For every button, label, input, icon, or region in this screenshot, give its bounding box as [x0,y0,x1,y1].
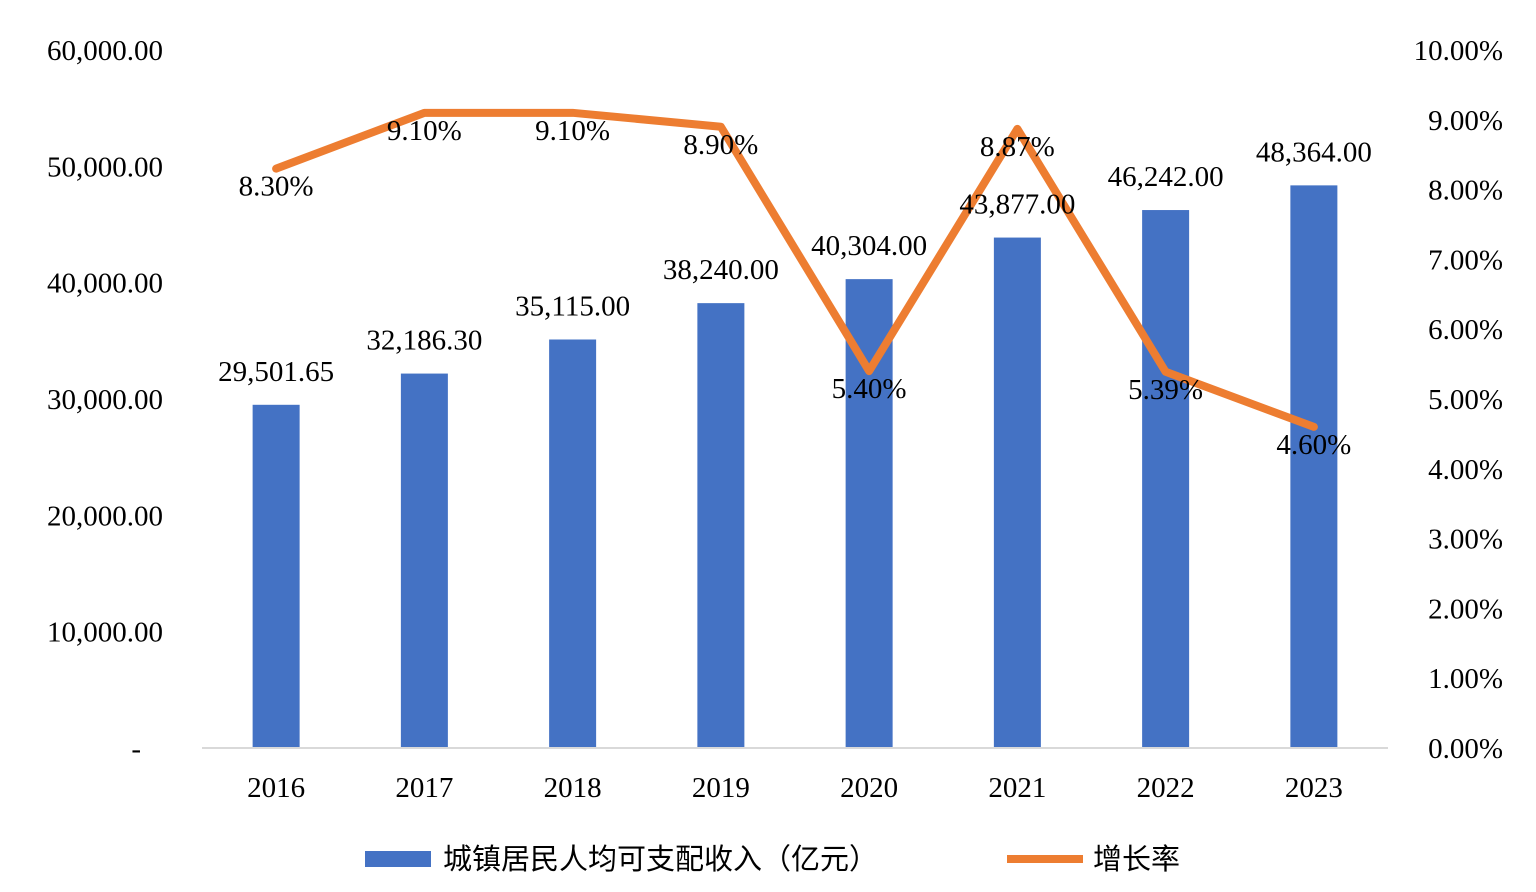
bar-data-label: 40,304.00 [811,230,927,262]
x-axis-tick-label: 2023 [1285,772,1343,804]
left-axis-tick-label: 10,000.00 [47,617,163,649]
x-axis-tick-label: 2017 [395,772,453,804]
line-series [272,108,1318,431]
bar-data-label: 35,115.00 [515,290,630,322]
bar-data-label: 46,242.00 [1108,161,1224,193]
bar-data-label: 29,501.65 [218,356,334,388]
right-axis-tick-label: 5.00% [1428,384,1503,416]
line-data-label: 8.90% [683,129,758,161]
x-axis-tick-label: 2016 [247,772,305,804]
legend-swatch-bar [365,851,431,867]
left-axis-tick-label: 40,000.00 [47,268,163,300]
legend-label-line: 增长率 [1093,842,1180,876]
right-axis-tick-label: 4.00% [1428,454,1503,486]
left-axis: - 10,000.00 20,000.00 30,000.00 40,000.00 50,… [47,35,163,765]
right-axis-tick-label: 9.00% [1428,105,1503,137]
growth-rate-line [272,108,1318,431]
x-axis-tick-label: 2020 [840,772,898,804]
bar [1290,185,1338,748]
line-data-label: 9.10% [535,115,610,147]
right-axis-tick-label: 6.00% [1428,314,1503,346]
right-axis-tick-label: 3.00% [1428,524,1503,556]
bar [845,279,893,748]
bar [993,237,1041,748]
left-axis-tick-label: 50,000.00 [47,151,163,183]
bar-data-label: 32,186.30 [366,325,482,357]
bar [400,373,448,748]
legend: 城镇居民人均可支配收入（亿元） 增长率 [365,842,1180,876]
bar-data-labels: 29,501.65 32,186.30 35,115.00 38,240.00 40,3… [218,136,1372,387]
x-axis: 2016 2017 2018 2019 2020 2021 2022 2023 [247,772,1343,804]
left-axis-tick-label: 60,000.00 [47,35,163,67]
left-axis-tick-label: 20,000.00 [47,500,163,532]
bar-data-label: 48,364.00 [1256,136,1372,168]
right-axis-tick-label: 1.00% [1428,663,1503,695]
left-axis-tick-label: - [131,733,141,765]
bar [1142,210,1190,749]
legend-label-bar: 城镇居民人均可支配收入（亿元） [443,842,878,876]
bar [549,339,597,748]
right-axis-tick-label: 2.00% [1428,593,1503,625]
bar [697,303,745,748]
line-data-label: 4.60% [1276,429,1351,461]
x-axis-tick-label: 2022 [1137,772,1195,804]
bar-data-label: 43,877.00 [959,189,1075,221]
x-axis-tick-label: 2018 [544,772,602,804]
line-data-label: 8.30% [239,171,314,203]
right-axis-tick-label: 8.00% [1428,175,1503,207]
line-data-label: 5.39% [1128,374,1203,406]
x-axis-tick-label: 2019 [692,772,750,804]
bar-series [252,185,1338,749]
right-axis-tick-label: 10.00% [1414,35,1503,67]
line-data-label: 5.40% [832,373,907,405]
line-data-labels: 8.30% 9.10% 9.10% 8.90% 5.40% 8.87% 5.39% 4.60% [239,115,1352,461]
bar [252,404,300,748]
left-axis-tick-label: 30,000.00 [47,384,163,416]
right-axis-tick-label: 7.00% [1428,244,1503,276]
right-axis-tick-label: 0.00% [1428,733,1503,765]
x-axis-tick-label: 2021 [988,772,1046,804]
line-data-label: 8.87% [980,131,1055,163]
right-axis: 0.00% 1.00% 2.00% 3.00% 4.00% 5.00% 6.00% 7.00%… [1414,35,1503,765]
bar-data-label: 38,240.00 [663,254,779,286]
line-data-label: 9.10% [387,115,462,147]
